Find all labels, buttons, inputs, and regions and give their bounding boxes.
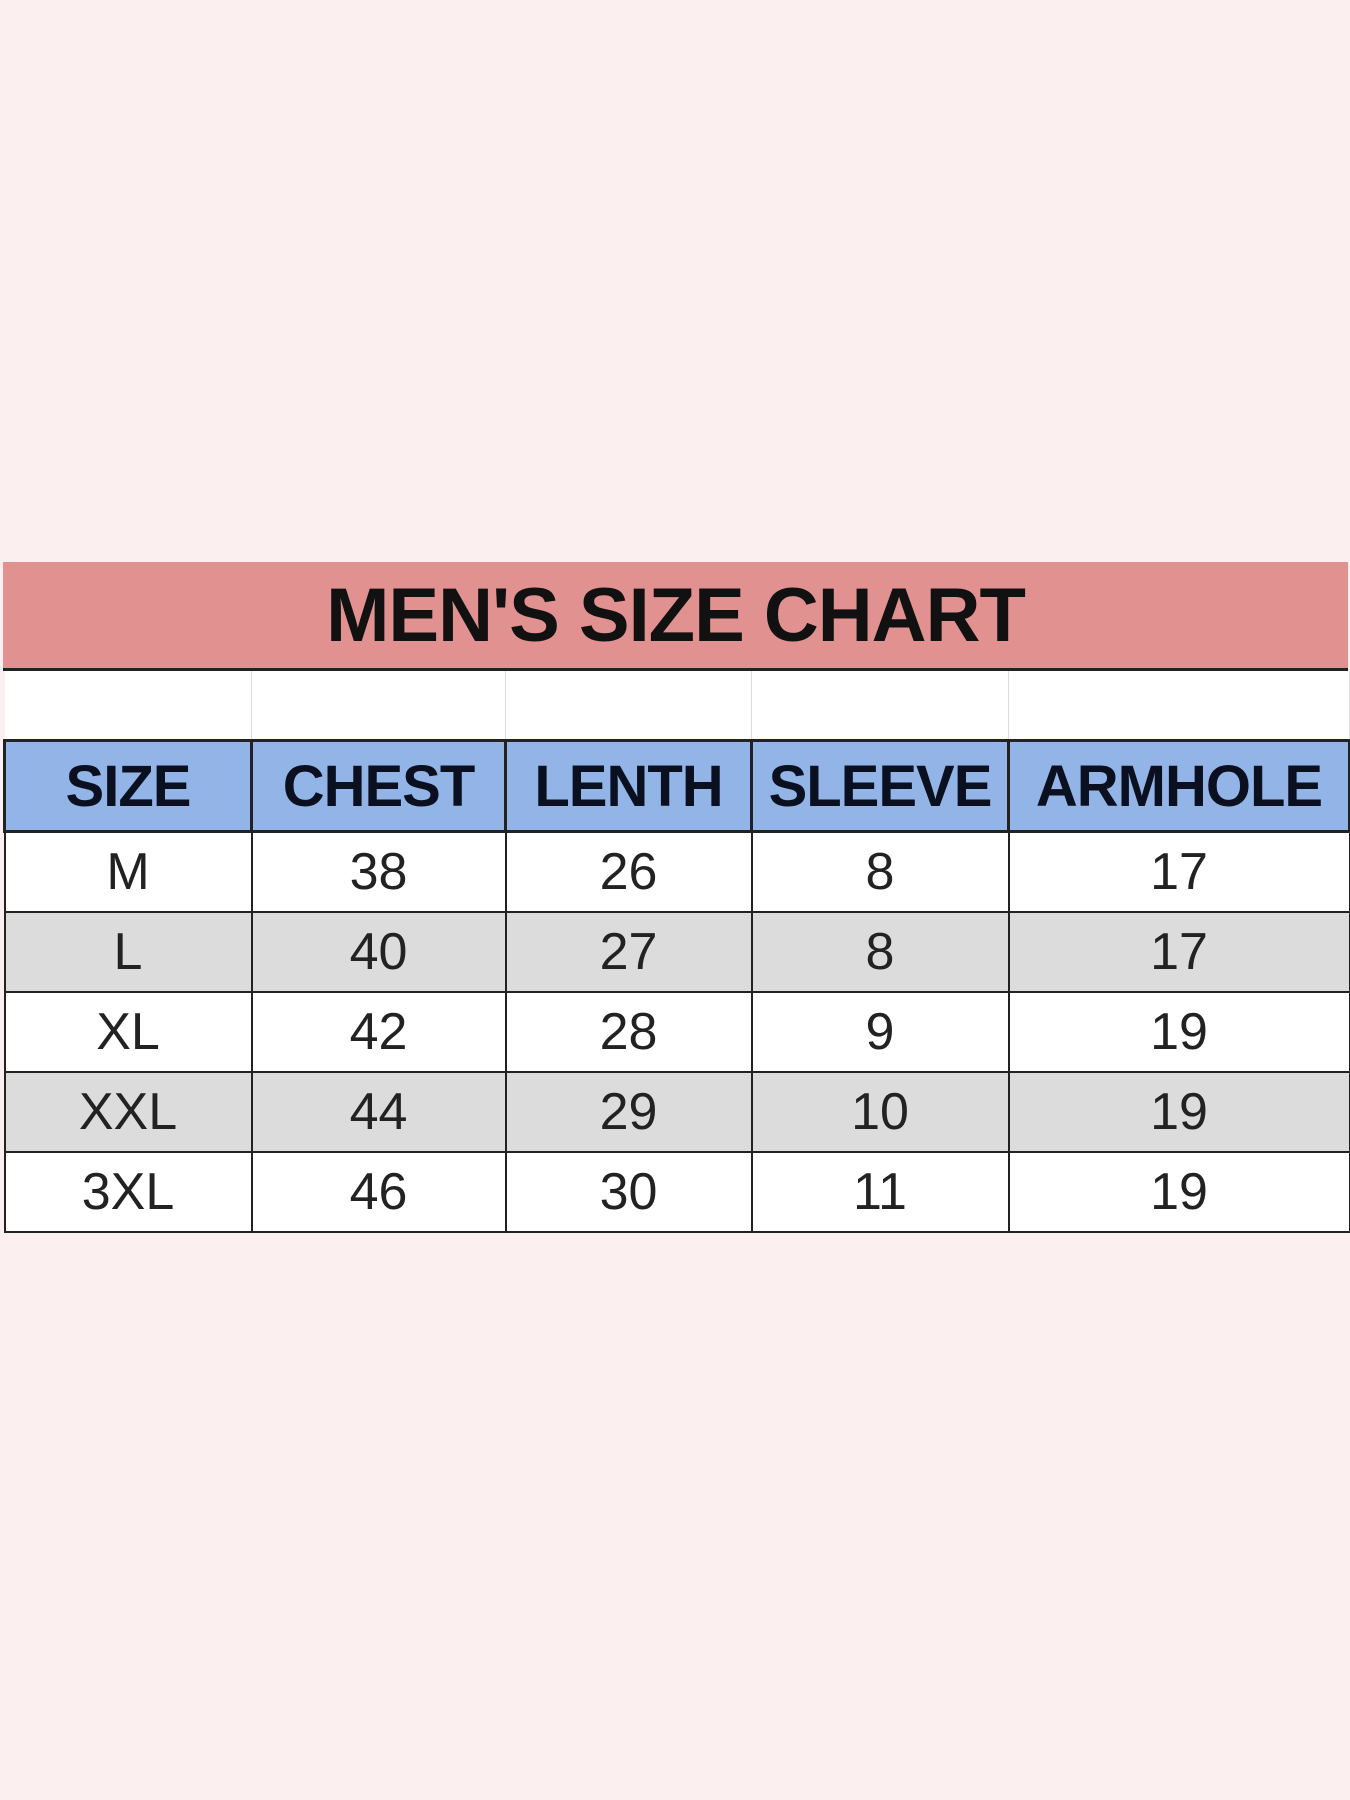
table-cell: 9 [750,991,1010,1073]
header-cell: CHEST [250,739,507,833]
table-cell: 8 [750,830,1010,913]
table-row: XL 42 28 9 19 [3,991,1350,1073]
table-cell: 19 [1007,1151,1350,1233]
table-cell: 17 [1007,911,1350,993]
table-cell: 3XL [3,1151,253,1233]
table-cell: 17 [1007,830,1350,913]
size-table: SIZE CHEST LENTH SLEEVE ARMHOLE M 38 26 8 17… [3,671,1350,1233]
header-row: SIZE CHEST LENTH SLEEVE ARMHOLE [3,739,1350,833]
table-row: L 40 27 8 17 [3,911,1350,993]
table-cell: 46 [250,1151,507,1233]
table-cell: 38 [250,830,507,913]
header-cell: LENTH [504,739,753,833]
table-cell: XXL [3,1071,253,1153]
header-cell: ARMHOLE [1007,739,1350,833]
header-cell: SLEEVE [750,739,1010,833]
table-cell: 29 [504,1071,753,1153]
table-row: M 38 26 8 17 [3,830,1350,913]
table-cell: M [3,830,253,913]
table-cell: 19 [1007,991,1350,1073]
table-cell: 19 [1007,1071,1350,1153]
chart-title: MEN'S SIZE CHART [3,562,1348,671]
table-cell: 42 [250,991,507,1073]
table-cell: 8 [750,911,1010,993]
table-cell: 44 [250,1071,507,1153]
table-cell: L [3,911,253,993]
header-cell: SIZE [3,739,253,833]
table-row: XXL 44 29 10 19 [3,1071,1350,1153]
table-cell: 10 [750,1071,1010,1153]
table-cell: 30 [504,1151,753,1233]
size-chart: MEN'S SIZE CHART SIZE CHEST LENTH SLEEVE… [3,562,1350,1233]
table-cell: 40 [250,911,507,993]
table-cell: 28 [504,991,753,1073]
table-cell: 26 [504,830,753,913]
table-row: 3XL 46 30 11 19 [3,1151,1350,1233]
table-cell: 27 [504,911,753,993]
table-cell: 11 [750,1151,1010,1233]
table-cell: XL [3,991,253,1073]
blank-row [4,671,1350,741]
